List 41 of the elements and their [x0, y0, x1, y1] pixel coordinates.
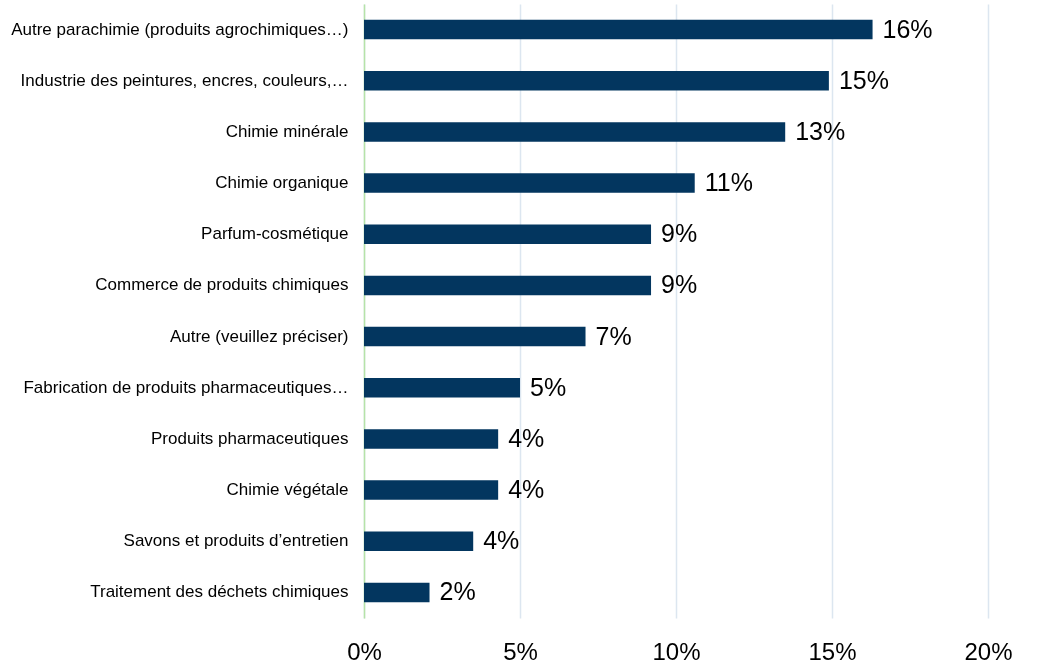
y-tick-label: Chimie végétale	[226, 480, 349, 500]
bar	[364, 71, 829, 91]
y-tick-label: Industrie des peintures, encres, couleurs,…	[20, 70, 349, 90]
bar	[364, 275, 652, 296]
bar	[364, 224, 652, 244]
y-tick-label: Commerce de produits chimiques	[95, 275, 349, 295]
x-tick-label: 5%	[503, 637, 538, 665]
y-tick-label: Autre parachimie (produits agrochimiques…)	[11, 19, 349, 39]
y-tick-label: Savons et produits d’entretien	[123, 531, 349, 551]
data-label: 4%	[508, 475, 545, 504]
data-label: 7%	[595, 321, 632, 350]
y-tick-label: Traitement des déchets chimiques	[90, 582, 349, 602]
y-tick-label: Fabrication de produits pharmaceutiques…	[23, 377, 349, 397]
x-tick-label: 15%	[808, 637, 857, 665]
data-label: 9%	[661, 270, 698, 299]
data-label: 16%	[882, 14, 933, 43]
data-label: 4%	[508, 423, 545, 452]
data-label: 5%	[530, 372, 567, 401]
y-tick-label: Parfum-cosmétique	[201, 224, 349, 244]
y-tick-label: Produits pharmaceutiques	[150, 428, 349, 448]
data-label: 2%	[439, 577, 476, 606]
bar	[364, 122, 786, 142]
data-label: 15%	[838, 65, 889, 94]
y-tick-label: Chimie organique	[215, 173, 349, 193]
x-tick-label: 20%	[964, 637, 1013, 665]
bar	[364, 582, 430, 603]
data-label: 4%	[483, 526, 520, 555]
bar	[364, 378, 520, 398]
data-label: 11%	[704, 168, 753, 197]
bar	[364, 326, 586, 347]
data-label: 13%	[795, 116, 846, 145]
y-tick-label: Autre (veuillez préciser)	[169, 326, 349, 346]
bar	[364, 429, 499, 449]
bar	[364, 531, 474, 551]
y-tick-label: Chimie minérale	[225, 121, 349, 141]
bar	[364, 173, 695, 193]
data-label: 9%	[661, 219, 698, 248]
x-tick-label: 10%	[652, 637, 701, 665]
x-tick-label: 0%	[347, 637, 382, 665]
bar	[364, 19, 873, 40]
bar	[364, 480, 499, 500]
